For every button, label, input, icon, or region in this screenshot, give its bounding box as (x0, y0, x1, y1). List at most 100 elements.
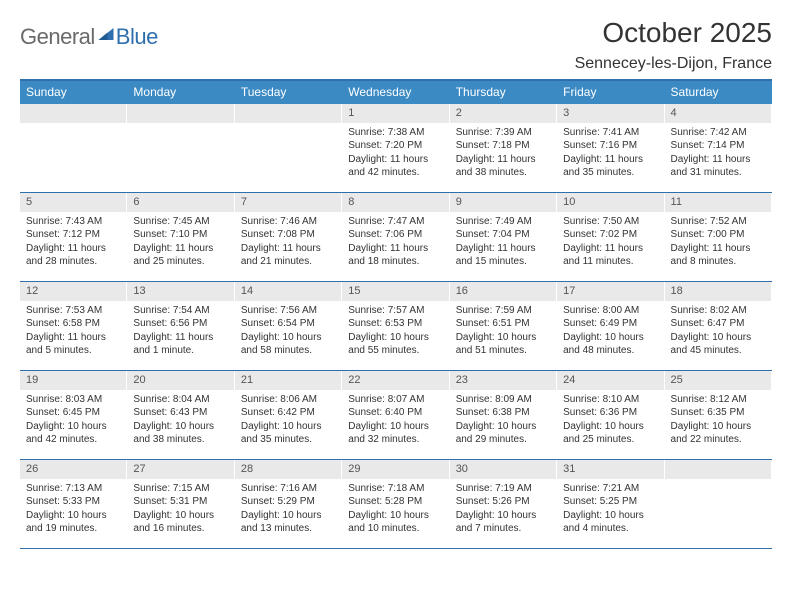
daylight-line: Daylight: 11 hours and 5 minutes. (26, 331, 120, 358)
day-cell (235, 104, 342, 192)
sunrise-line: Sunrise: 7:59 AM (456, 304, 550, 318)
daylight-line: Daylight: 10 hours and 42 minutes. (26, 420, 120, 447)
sunset-line: Sunset: 6:58 PM (26, 317, 120, 331)
sunset-line: Sunset: 7:16 PM (563, 139, 657, 153)
day-body: Sunrise: 7:41 AMSunset: 7:16 PMDaylight:… (557, 123, 663, 184)
day-body: Sunrise: 7:49 AMSunset: 7:04 PMDaylight:… (450, 212, 556, 273)
sunrise-line: Sunrise: 8:10 AM (563, 393, 657, 407)
title-block: October 2025 Sennecey-les-Dijon, France (575, 18, 772, 73)
day-body: Sunrise: 7:57 AMSunset: 6:53 PMDaylight:… (342, 301, 448, 362)
sunrise-line: Sunrise: 8:06 AM (241, 393, 335, 407)
weekday-wednesday: Wednesday (342, 81, 449, 104)
day-body: Sunrise: 8:12 AMSunset: 6:35 PMDaylight:… (665, 390, 771, 451)
daylight-line: Daylight: 10 hours and 4 minutes. (563, 509, 657, 536)
sunrise-line: Sunrise: 7:43 AM (26, 215, 120, 229)
daylight-line: Daylight: 10 hours and 48 minutes. (563, 331, 657, 358)
day-cell: 4Sunrise: 7:42 AMSunset: 7:14 PMDaylight… (665, 104, 772, 192)
sunset-line: Sunset: 6:49 PM (563, 317, 657, 331)
day-number: 1 (342, 104, 448, 123)
sunrise-line: Sunrise: 7:18 AM (348, 482, 442, 496)
day-number: 18 (665, 282, 771, 301)
weeks-container: 1Sunrise: 7:38 AMSunset: 7:20 PMDaylight… (20, 104, 772, 549)
sunset-line: Sunset: 6:45 PM (26, 406, 120, 420)
day-cell: 30Sunrise: 7:19 AMSunset: 5:26 PMDayligh… (450, 460, 557, 548)
sunset-line: Sunset: 6:40 PM (348, 406, 442, 420)
week-row: 12Sunrise: 7:53 AMSunset: 6:58 PMDayligh… (20, 282, 772, 371)
day-number: 27 (127, 460, 233, 479)
day-body: Sunrise: 8:03 AMSunset: 6:45 PMDaylight:… (20, 390, 126, 451)
sunset-line: Sunset: 6:42 PM (241, 406, 335, 420)
day-body: Sunrise: 7:13 AMSunset: 5:33 PMDaylight:… (20, 479, 126, 540)
day-cell (20, 104, 127, 192)
day-body: Sunrise: 7:47 AMSunset: 7:06 PMDaylight:… (342, 212, 448, 273)
sunrise-line: Sunrise: 7:38 AM (348, 126, 442, 140)
day-body: Sunrise: 7:54 AMSunset: 6:56 PMDaylight:… (127, 301, 233, 362)
daylight-line: Daylight: 11 hours and 42 minutes. (348, 153, 442, 180)
sunset-line: Sunset: 6:51 PM (456, 317, 550, 331)
daylight-line: Daylight: 11 hours and 21 minutes. (241, 242, 335, 269)
day-cell: 3Sunrise: 7:41 AMSunset: 7:16 PMDaylight… (557, 104, 664, 192)
sunset-line: Sunset: 5:28 PM (348, 495, 442, 509)
daylight-line: Daylight: 10 hours and 32 minutes. (348, 420, 442, 447)
sunrise-line: Sunrise: 7:52 AM (671, 215, 765, 229)
sunrise-line: Sunrise: 7:53 AM (26, 304, 120, 318)
day-body: Sunrise: 7:21 AMSunset: 5:25 PMDaylight:… (557, 479, 663, 540)
day-number: 13 (127, 282, 233, 301)
sunset-line: Sunset: 6:54 PM (241, 317, 335, 331)
sunrise-line: Sunrise: 7:16 AM (241, 482, 335, 496)
daylight-line: Daylight: 10 hours and 13 minutes. (241, 509, 335, 536)
day-number: 29 (342, 460, 448, 479)
day-cell: 5Sunrise: 7:43 AMSunset: 7:12 PMDaylight… (20, 193, 127, 281)
daylight-line: Daylight: 11 hours and 35 minutes. (563, 153, 657, 180)
daylight-line: Daylight: 11 hours and 11 minutes. (563, 242, 657, 269)
day-number: 23 (450, 371, 556, 390)
sunset-line: Sunset: 6:36 PM (563, 406, 657, 420)
day-cell: 6Sunrise: 7:45 AMSunset: 7:10 PMDaylight… (127, 193, 234, 281)
day-body: Sunrise: 7:19 AMSunset: 5:26 PMDaylight:… (450, 479, 556, 540)
sunset-line: Sunset: 5:29 PM (241, 495, 335, 509)
day-body (127, 123, 233, 130)
day-body: Sunrise: 8:07 AMSunset: 6:40 PMDaylight:… (342, 390, 448, 451)
day-cell: 23Sunrise: 8:09 AMSunset: 6:38 PMDayligh… (450, 371, 557, 459)
day-cell: 18Sunrise: 8:02 AMSunset: 6:47 PMDayligh… (665, 282, 772, 370)
calendar: SundayMondayTuesdayWednesdayThursdayFrid… (20, 79, 772, 549)
day-number: 31 (557, 460, 663, 479)
day-body: Sunrise: 7:39 AMSunset: 7:18 PMDaylight:… (450, 123, 556, 184)
day-cell: 27Sunrise: 7:15 AMSunset: 5:31 PMDayligh… (127, 460, 234, 548)
daylight-line: Daylight: 11 hours and 28 minutes. (26, 242, 120, 269)
day-cell: 14Sunrise: 7:56 AMSunset: 6:54 PMDayligh… (235, 282, 342, 370)
day-body (665, 479, 771, 486)
daylight-line: Daylight: 10 hours and 22 minutes. (671, 420, 765, 447)
day-number: 19 (20, 371, 126, 390)
sunset-line: Sunset: 7:06 PM (348, 228, 442, 242)
day-body: Sunrise: 7:53 AMSunset: 6:58 PMDaylight:… (20, 301, 126, 362)
day-number: 6 (127, 193, 233, 212)
day-cell: 25Sunrise: 8:12 AMSunset: 6:35 PMDayligh… (665, 371, 772, 459)
sunrise-line: Sunrise: 8:12 AM (671, 393, 765, 407)
sunset-line: Sunset: 7:14 PM (671, 139, 765, 153)
month-title: October 2025 (575, 18, 772, 49)
day-body: Sunrise: 7:46 AMSunset: 7:08 PMDaylight:… (235, 212, 341, 273)
day-number (665, 460, 771, 479)
daylight-line: Daylight: 10 hours and 7 minutes. (456, 509, 550, 536)
sunset-line: Sunset: 6:47 PM (671, 317, 765, 331)
sunrise-line: Sunrise: 7:47 AM (348, 215, 442, 229)
location: Sennecey-les-Dijon, France (575, 55, 772, 73)
sunrise-line: Sunrise: 7:49 AM (456, 215, 550, 229)
weekday-tuesday: Tuesday (235, 81, 342, 104)
daylight-line: Daylight: 10 hours and 10 minutes. (348, 509, 442, 536)
daylight-line: Daylight: 11 hours and 15 minutes. (456, 242, 550, 269)
daylight-line: Daylight: 10 hours and 29 minutes. (456, 420, 550, 447)
day-number: 17 (557, 282, 663, 301)
daylight-line: Daylight: 10 hours and 19 minutes. (26, 509, 120, 536)
daylight-line: Daylight: 11 hours and 38 minutes. (456, 153, 550, 180)
sunset-line: Sunset: 7:00 PM (671, 228, 765, 242)
day-cell: 26Sunrise: 7:13 AMSunset: 5:33 PMDayligh… (20, 460, 127, 548)
sunrise-line: Sunrise: 7:42 AM (671, 126, 765, 140)
sunrise-line: Sunrise: 7:13 AM (26, 482, 120, 496)
weekday-saturday: Saturday (665, 81, 772, 104)
daylight-line: Daylight: 10 hours and 55 minutes. (348, 331, 442, 358)
day-number: 12 (20, 282, 126, 301)
sunset-line: Sunset: 6:35 PM (671, 406, 765, 420)
day-number: 24 (557, 371, 663, 390)
